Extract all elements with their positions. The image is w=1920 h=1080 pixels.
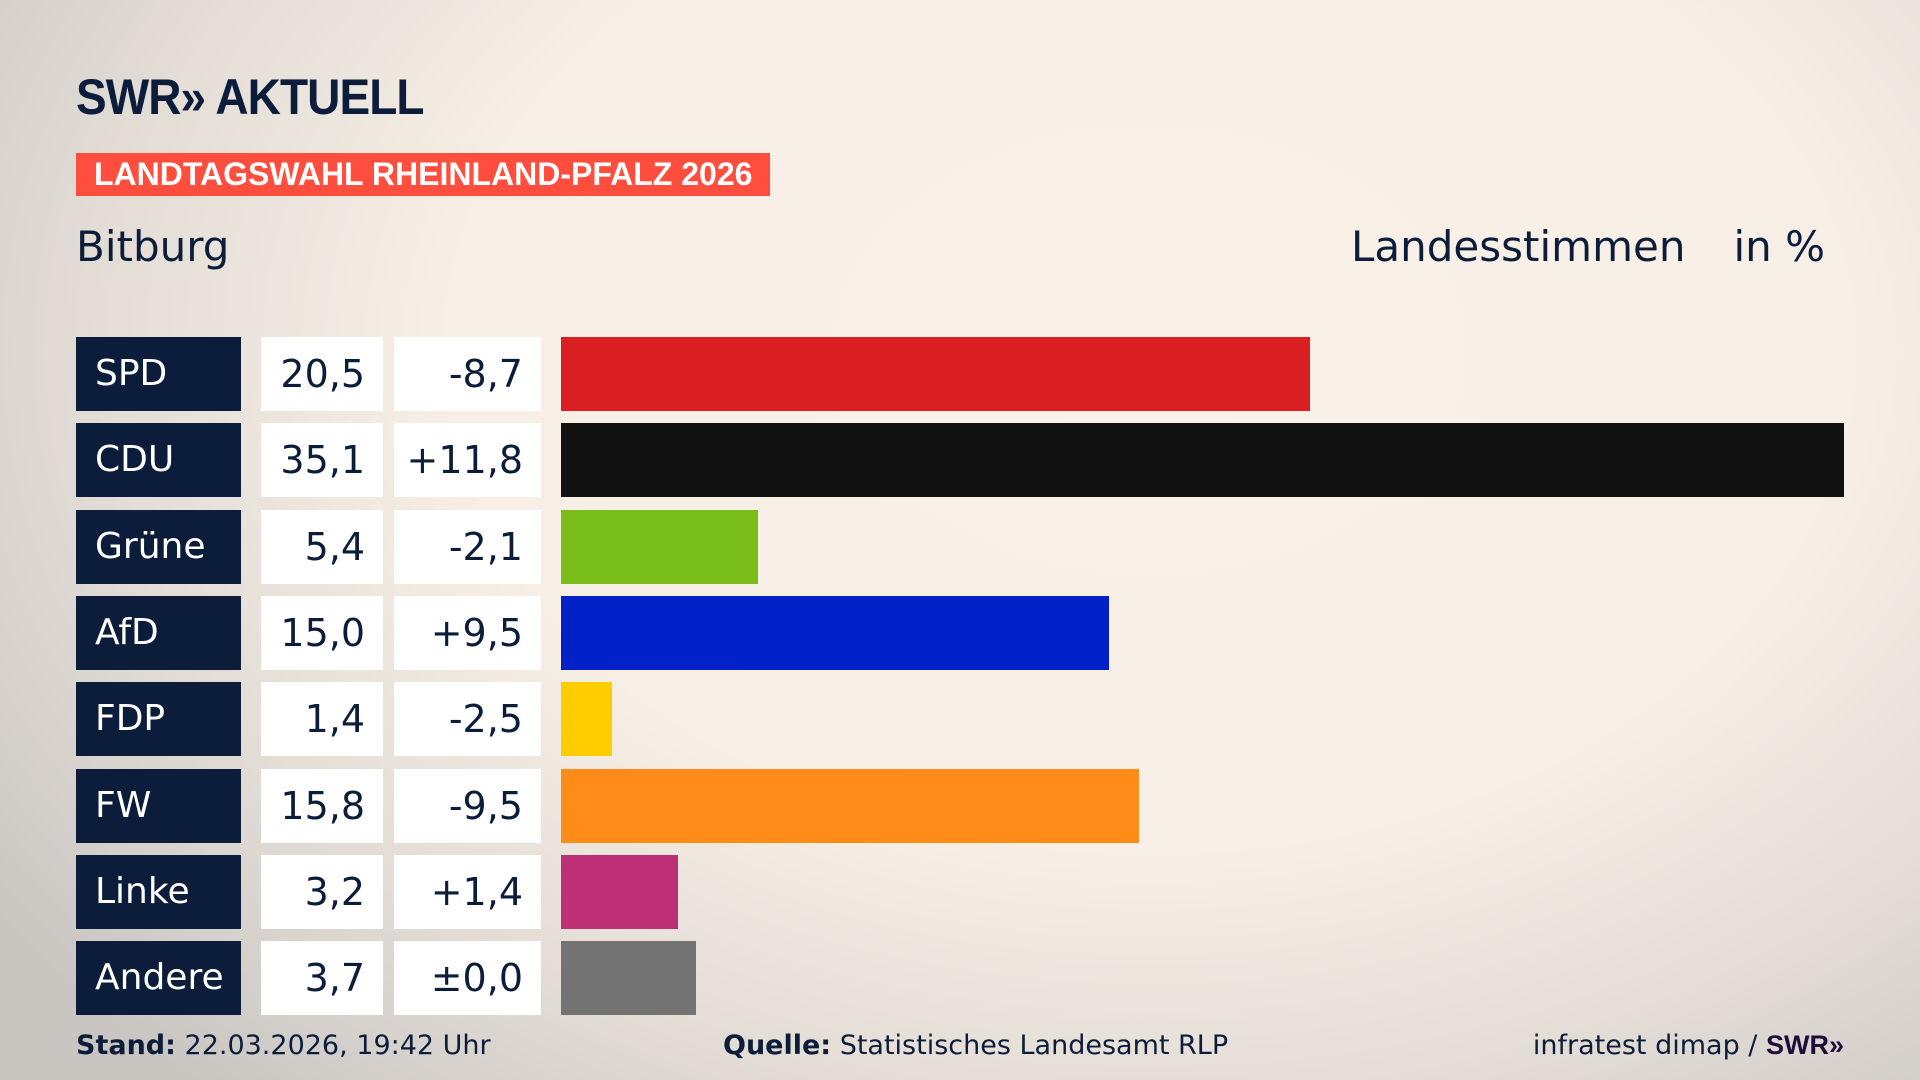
vote-share: 15,0 bbox=[261, 595, 383, 670]
party-name: FW bbox=[76, 768, 241, 843]
source-value: Statistisches Landesamt RLP bbox=[839, 1030, 1229, 1061]
source-label: Quelle: bbox=[723, 1030, 832, 1061]
swr-logo: SWR» bbox=[1765, 1030, 1844, 1060]
vote-change: +11,8 bbox=[394, 423, 541, 498]
party-name: Linke bbox=[76, 854, 241, 929]
swr-aktuell-logo: SWR» AKTUELL bbox=[76, 69, 424, 125]
vote-change: ±0,0 bbox=[394, 941, 541, 1016]
bar-andere bbox=[561, 941, 697, 1016]
stand-label: Stand: bbox=[76, 1030, 176, 1061]
party-row: AfD 15,0 +9,5 bbox=[0, 595, 1920, 670]
party-row: FW 15,8 -9,5 bbox=[0, 768, 1920, 843]
party-name: Grüne bbox=[76, 509, 241, 584]
vote-change: -9,5 bbox=[394, 768, 541, 843]
region-title: Bitburg bbox=[76, 222, 230, 271]
measure-label: Landesstimmen bbox=[1351, 222, 1686, 271]
bar-fw bbox=[561, 768, 1139, 843]
bar-fdp bbox=[561, 682, 613, 757]
vote-share: 20,5 bbox=[261, 337, 383, 411]
bar-grüne bbox=[561, 509, 759, 584]
vote-change: +9,5 bbox=[394, 595, 541, 670]
bar-spd bbox=[561, 337, 1311, 411]
vote-change: +1,4 bbox=[394, 854, 541, 929]
bar-afd bbox=[561, 595, 1110, 670]
vote-share: 3,2 bbox=[261, 854, 383, 929]
source: Quelle: Statistisches Landesamt RLP bbox=[723, 1030, 1228, 1061]
party-name: Andere bbox=[76, 941, 241, 1016]
bar-linke bbox=[561, 854, 678, 929]
party-row: Andere 3,7 ±0,0 bbox=[0, 941, 1920, 1016]
vote-change: -2,5 bbox=[394, 682, 541, 757]
party-row: Linke 3,2 +1,4 bbox=[0, 854, 1920, 929]
election-banner: LANDTAGSWAHL RHEINLAND-PFALZ 2026 bbox=[76, 153, 771, 196]
vote-share: 3,7 bbox=[261, 941, 383, 1016]
stand-value: 22.03.2026, 19:42 Uhr bbox=[184, 1030, 491, 1061]
party-row: FDP 1,4 -2,5 bbox=[0, 682, 1920, 757]
measure-header: Landesstimmen in % bbox=[1351, 222, 1825, 271]
credit: infratest dimap / SWR» bbox=[1533, 1030, 1844, 1061]
credit-text: infratest dimap / bbox=[1532, 1030, 1766, 1061]
vote-share: 1,4 bbox=[261, 682, 383, 757]
party-name: AfD bbox=[76, 595, 241, 670]
vote-share: 35,1 bbox=[261, 423, 383, 498]
party-row: Grüne 5,4 -2,1 bbox=[0, 509, 1920, 584]
vote-change: -8,7 bbox=[394, 337, 541, 411]
vote-change: -2,1 bbox=[394, 509, 541, 584]
unit-label: in % bbox=[1733, 222, 1825, 271]
party-name: SPD bbox=[76, 337, 241, 411]
timestamp: Stand: 22.03.2026, 19:42 Uhr bbox=[76, 1030, 491, 1061]
vote-share: 5,4 bbox=[261, 509, 383, 584]
vote-share: 15,8 bbox=[261, 768, 383, 843]
bar-cdu bbox=[561, 423, 1844, 498]
party-name: CDU bbox=[76, 423, 241, 498]
party-row: CDU 35,1 +11,8 bbox=[0, 423, 1920, 498]
party-name: FDP bbox=[76, 682, 241, 757]
party-row: SPD 20,5 -8,7 bbox=[0, 337, 1920, 411]
